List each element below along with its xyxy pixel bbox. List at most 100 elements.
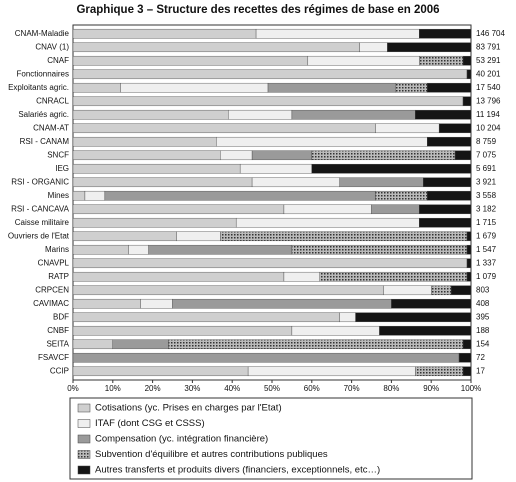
y-tick-label: CNRACL bbox=[36, 96, 69, 105]
y-tick-label: Fonctionnaires bbox=[17, 69, 69, 78]
bar-segment bbox=[216, 136, 428, 147]
bar-segment bbox=[228, 109, 293, 120]
bar-segment bbox=[427, 136, 472, 147]
bar-segment bbox=[72, 109, 229, 120]
bar-segment bbox=[466, 271, 472, 282]
bar-segment bbox=[239, 163, 313, 174]
bar-segment bbox=[283, 204, 372, 215]
legend-label: Compensation (yc. intégration financière… bbox=[95, 434, 268, 445]
bar-segment bbox=[419, 55, 464, 66]
y-tick-label: CNAV (1) bbox=[35, 42, 69, 51]
legend-swatch bbox=[77, 465, 91, 475]
bar-segment bbox=[466, 231, 472, 242]
total-label: 1 715 bbox=[476, 218, 497, 227]
y-tick-label: SEITA bbox=[46, 339, 69, 348]
bar-segment bbox=[419, 28, 472, 39]
y-tick-label: IEG bbox=[55, 164, 69, 173]
bar-segment bbox=[419, 217, 472, 228]
bar-segment bbox=[128, 244, 149, 255]
chart-title: Graphique 3 – Structure des recettes des… bbox=[76, 4, 439, 16]
total-label: 1 547 bbox=[476, 245, 497, 254]
x-tick-label: 30% bbox=[184, 384, 200, 393]
bar-segment bbox=[339, 312, 356, 323]
total-label: 72 bbox=[476, 353, 485, 362]
bar-segment bbox=[72, 55, 309, 66]
y-tick-label: CNAM-Maladie bbox=[15, 29, 70, 38]
legend-swatch bbox=[77, 403, 91, 413]
bar-segment bbox=[419, 204, 472, 215]
total-label: 7 075 bbox=[476, 150, 497, 159]
y-tick-label: RSI - ORGANIC bbox=[11, 177, 69, 186]
bar-segment bbox=[311, 150, 456, 161]
total-label: 1 679 bbox=[476, 231, 497, 240]
bar-segment bbox=[427, 82, 472, 93]
y-tick-label: Caisse militaire bbox=[15, 218, 70, 227]
bar-segment bbox=[72, 96, 464, 107]
legend-swatch bbox=[77, 419, 91, 428]
bar-segment bbox=[339, 177, 424, 188]
bar-segment bbox=[72, 163, 241, 174]
total-label: 8 759 bbox=[476, 137, 497, 146]
bar-segment bbox=[247, 366, 416, 377]
bar-segment bbox=[72, 312, 340, 323]
bar-segment bbox=[391, 298, 472, 309]
y-tick-label: CNAM-AT bbox=[33, 123, 69, 132]
bar-segment bbox=[319, 271, 468, 282]
bar-segment bbox=[415, 366, 464, 377]
total-label: 3 182 bbox=[476, 204, 497, 213]
legend-label: ITAF (dont CSG et CSSS) bbox=[95, 418, 205, 429]
bar-segment bbox=[72, 298, 141, 309]
bar-segment bbox=[172, 298, 392, 309]
x-tick-label: 70% bbox=[344, 384, 360, 393]
bar-segment bbox=[423, 177, 472, 188]
bar-segment bbox=[291, 325, 380, 336]
total-label: 188 bbox=[476, 326, 490, 335]
x-tick-label: 0% bbox=[67, 384, 79, 393]
total-label: 40 201 bbox=[476, 69, 501, 78]
bar-segment bbox=[454, 150, 472, 161]
bar-segment bbox=[466, 258, 472, 269]
bar-segment bbox=[72, 366, 249, 377]
bar-segment bbox=[72, 217, 237, 228]
y-tick-label: Exploitants agric. bbox=[8, 83, 69, 92]
total-label: 408 bbox=[476, 299, 490, 308]
bar-segment bbox=[168, 339, 464, 350]
bar-segment bbox=[379, 325, 472, 336]
bar-segment bbox=[255, 28, 420, 39]
y-tick-label: SNCF bbox=[47, 150, 69, 159]
bar-segment bbox=[72, 190, 86, 201]
x-tick-label: 20% bbox=[145, 384, 161, 393]
bar-segment bbox=[72, 325, 293, 336]
y-tick-label: CNBF bbox=[47, 326, 69, 335]
legend-label: Autres transferts et produits divers (fi… bbox=[95, 465, 380, 476]
x-tick-label: 90% bbox=[423, 384, 439, 393]
bar-segment bbox=[112, 339, 169, 350]
y-tick-label: Salariés agric. bbox=[18, 110, 69, 119]
bar-segment bbox=[466, 244, 472, 255]
bar-segment bbox=[72, 123, 376, 134]
legend-swatch bbox=[77, 450, 91, 459]
y-tick-label: CNAVPL bbox=[38, 258, 70, 267]
bar-segment bbox=[72, 244, 129, 255]
total-label: 83 791 bbox=[476, 42, 501, 51]
bar-segment bbox=[72, 42, 360, 53]
legend-box bbox=[69, 397, 473, 480]
total-label: 13 796 bbox=[476, 96, 501, 105]
bar-segment bbox=[291, 109, 416, 120]
y-tick-label: CRPCEN bbox=[35, 285, 69, 294]
bar-segment bbox=[395, 82, 428, 93]
bar-segment bbox=[462, 55, 472, 66]
total-label: 3 558 bbox=[476, 191, 497, 200]
bar-segment bbox=[72, 258, 468, 269]
bar-segment bbox=[72, 285, 384, 296]
x-tick-label: 50% bbox=[264, 384, 280, 393]
bar-segment bbox=[427, 190, 472, 201]
bar-segment bbox=[462, 366, 472, 377]
total-label: 17 bbox=[476, 366, 485, 375]
bar-segment bbox=[120, 82, 269, 93]
bar-segment bbox=[176, 231, 221, 242]
bar-segment bbox=[140, 298, 173, 309]
bar-segment bbox=[72, 231, 177, 242]
bar-segment bbox=[72, 271, 285, 282]
bar-segment bbox=[235, 217, 420, 228]
